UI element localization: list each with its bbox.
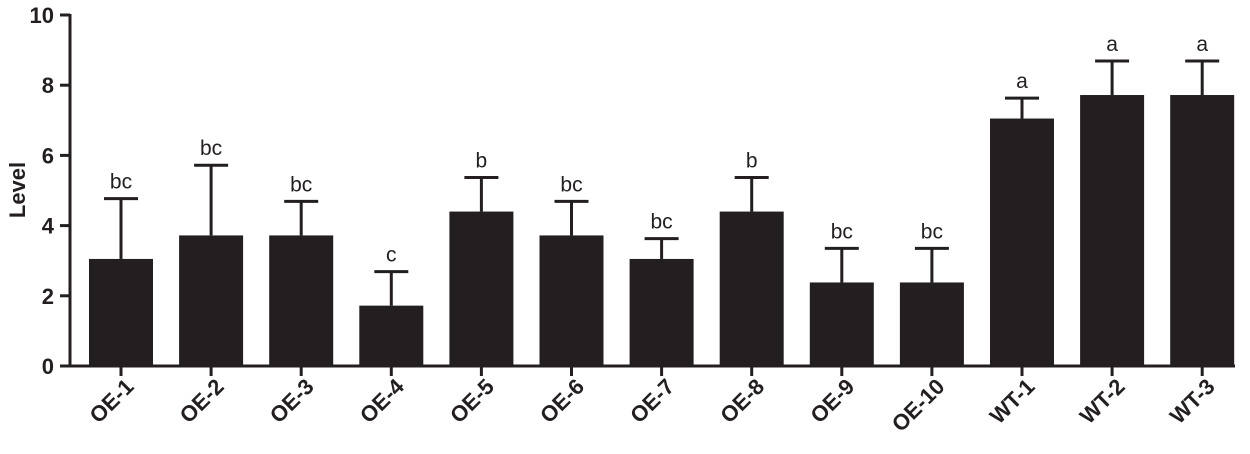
significance-label: bc	[831, 220, 853, 243]
x-tick-label: OE-10	[887, 374, 950, 437]
bar	[449, 211, 514, 366]
bar	[1170, 95, 1235, 366]
significance-label: bc	[290, 173, 312, 196]
bar	[359, 305, 424, 366]
x-tick-label: OE-6	[535, 374, 589, 428]
x-tick-label: OE-1	[85, 374, 139, 428]
bar	[809, 282, 874, 366]
bar	[629, 258, 694, 366]
error-bars	[104, 59, 1220, 306]
x-tick-labels: OE-1 OE-2 OE-3 OE-4 OE-5 OE-6 OE-7 OE-8 OE-9 OE-1…	[85, 373, 1220, 436]
significance-label: bc	[110, 171, 132, 194]
x-tick-label: OE-9	[805, 374, 859, 428]
bar	[1080, 95, 1145, 366]
significance-label: a	[1016, 70, 1028, 93]
y-tick-label: 8	[42, 73, 54, 98]
significance-label: c	[386, 244, 397, 267]
bar	[89, 258, 153, 366]
y-tick-label: 4	[42, 214, 55, 239]
bar	[179, 235, 244, 366]
bar	[719, 211, 784, 366]
y-tick-label: 6	[42, 143, 54, 168]
y-tick-label: 0	[42, 354, 54, 379]
x-tick-label: WT-2	[1075, 374, 1130, 429]
x-tick-label: WT-3	[1165, 374, 1220, 429]
significance-label: bc	[651, 211, 673, 234]
y-axis-title: Level	[5, 162, 30, 218]
x-tick-label: OE-3	[265, 374, 319, 428]
x-tick-label: OE-7	[625, 374, 679, 428]
x-tick-label: WT-1	[985, 374, 1040, 429]
bar	[990, 118, 1054, 366]
significance-label: a	[1196, 33, 1208, 56]
y-tick-label: 2	[42, 284, 54, 309]
significance-label: a	[1106, 33, 1118, 56]
bar	[269, 235, 334, 366]
bar	[899, 282, 964, 366]
x-tick-label: OE-5	[445, 374, 499, 428]
significance-label: bc	[200, 137, 222, 160]
significance-label: b	[476, 150, 488, 173]
x-tick-label: OE-2	[175, 374, 229, 428]
significance-label: bc	[921, 220, 943, 243]
x-tick-label: OE-4	[355, 373, 410, 428]
significance-label: b	[746, 150, 758, 173]
bar	[539, 235, 604, 366]
x-tick-label: OE-8	[715, 374, 769, 428]
bars	[89, 95, 1235, 366]
significance-label: bc	[560, 173, 582, 196]
y-tick-label: 10	[30, 3, 54, 28]
significance-labels: bc bc bc c b bc bc b bc bc a a a	[110, 33, 1208, 267]
